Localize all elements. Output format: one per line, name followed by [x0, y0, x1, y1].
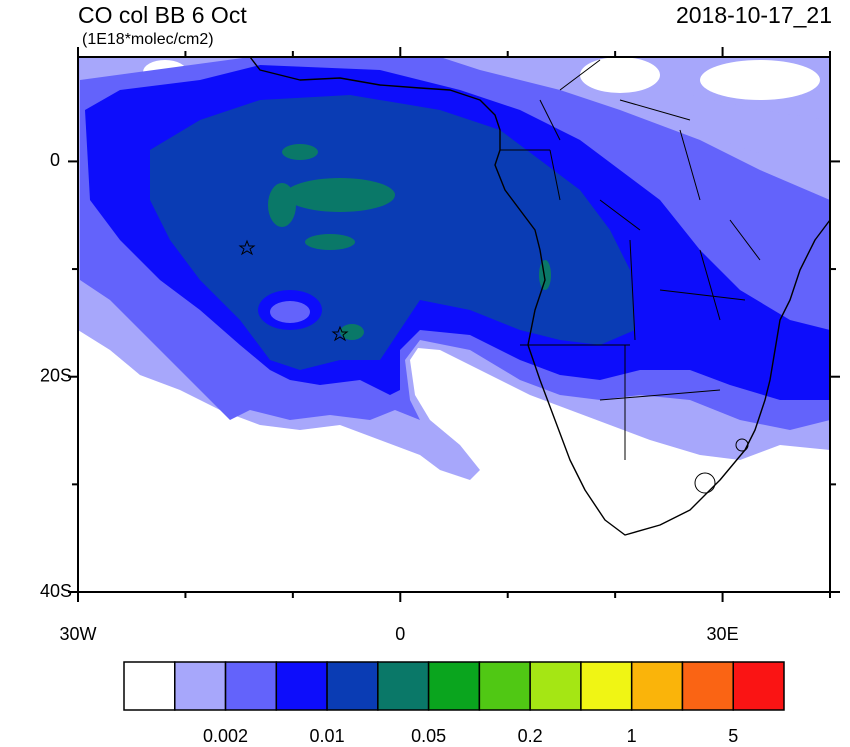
field [78, 57, 830, 592]
field-contour [270, 301, 310, 323]
marker [331, 325, 349, 342]
colorbar-box [580, 661, 633, 711]
title: CO col BB 6 Oct [78, 2, 247, 28]
colorbar-box [123, 661, 176, 711]
field-contour [340, 324, 364, 340]
x-tick-label: 30E [707, 624, 739, 644]
colorbar-label: 5 [728, 726, 738, 746]
colorbar-box [174, 661, 227, 711]
colorbar-label: 0.002 [203, 726, 248, 746]
y-tick-label: 20S [40, 365, 72, 385]
field-contour [690, 95, 830, 180]
x-tick-label: 0 [395, 624, 405, 644]
colorbar-box [377, 661, 430, 711]
country-border [735, 438, 749, 452]
x-tick-label: 30W [59, 624, 96, 644]
colorbar-label: 0.2 [518, 726, 543, 746]
field-contour [700, 60, 820, 100]
field-contour [268, 183, 296, 227]
field-contour [282, 144, 318, 160]
colorbar-box [427, 661, 481, 711]
y-tick-label: 40S [40, 581, 72, 601]
y-tick-label: 0 [50, 150, 60, 170]
colorbar-label: 0.01 [310, 726, 345, 746]
units: (1E18*molec/cm2) [82, 31, 214, 48]
coastline [249, 57, 830, 536]
country-border [500, 59, 761, 460]
field-contour [580, 57, 660, 93]
marker [238, 239, 256, 256]
colorbar-label: 1 [627, 726, 637, 746]
valid-time: 2018-10-17_21 [676, 2, 832, 28]
colorbar-box [326, 661, 379, 711]
colorbar-box [529, 661, 582, 711]
field-contour [539, 260, 551, 290]
colorbar-label: 0.05 [411, 726, 446, 746]
country-border [694, 472, 716, 494]
colorbar-box [630, 661, 684, 711]
colorbar-box [732, 661, 785, 711]
colorbar-box [478, 661, 531, 711]
colorbar-box [224, 661, 278, 711]
colorbar-box [275, 661, 328, 711]
field-contour [285, 178, 395, 212]
field-contour [305, 234, 355, 250]
plot-frame [77, 56, 831, 593]
colorbar-box [681, 661, 734, 711]
